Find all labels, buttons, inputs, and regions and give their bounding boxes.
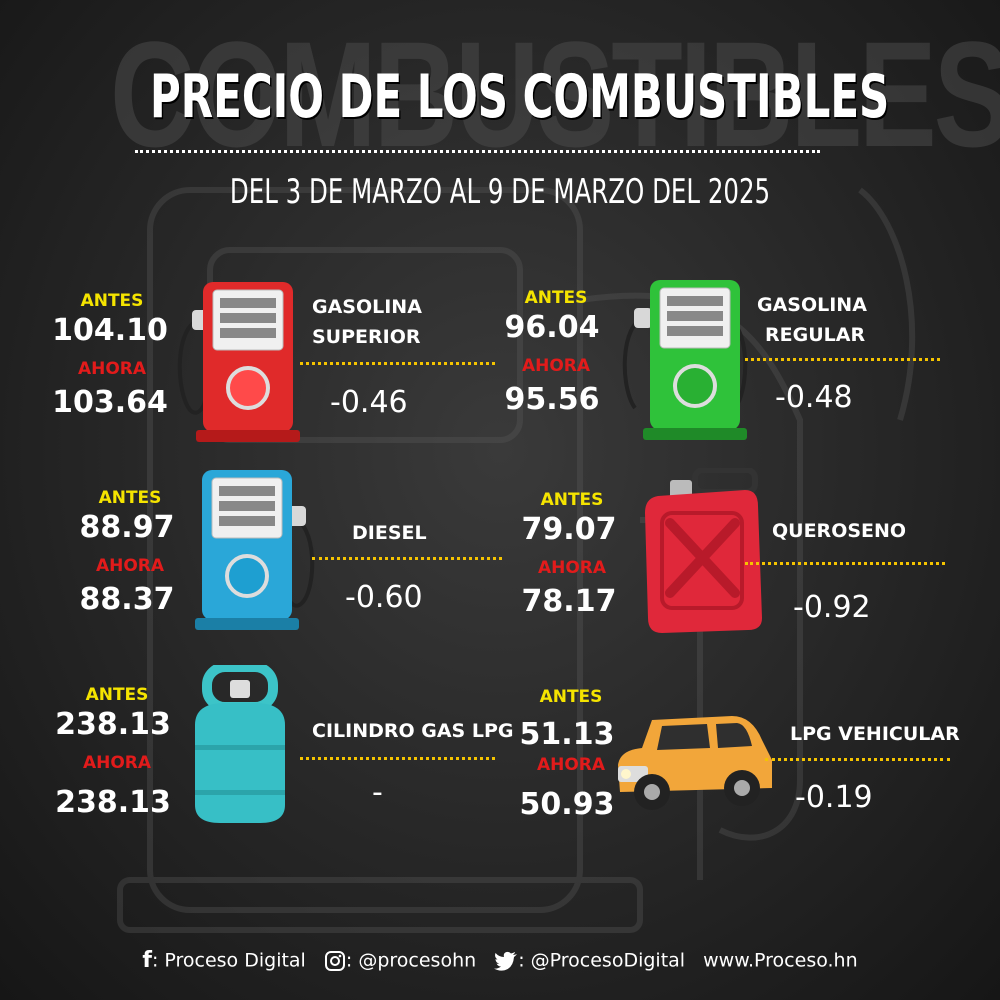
price-diff-lpg-vehicular: -0.19 (795, 780, 873, 815)
green-fuel-pump-icon (622, 280, 748, 440)
gas-cylinder-icon (195, 665, 285, 823)
price-diff-diesel: -0.60 (345, 580, 423, 615)
dotted-divider (765, 758, 950, 761)
social-footer: f: Proceso Digital : @procesohn : @Proce… (0, 948, 1000, 973)
dotted-divider (300, 757, 495, 760)
facebook-handle[interactable]: : Proceso Digital (151, 949, 306, 972)
date-range-subtitle: DEL 3 DE MARZO AL 9 DE MARZO DEL 2025 (229, 172, 771, 212)
fuel-name-superior: GASOLINA SUPERIOR (312, 296, 422, 348)
dotted-divider (745, 562, 945, 565)
red-jerrycan-icon (645, 468, 762, 633)
dotted-divider (312, 557, 502, 560)
fuel-name-queroseno: QUEROSENO (772, 520, 907, 542)
ahora-label: AHORA (95, 556, 165, 576)
price-antes-cilindro: 238.13 (55, 707, 171, 742)
twitter-icon (494, 951, 518, 971)
price-ahora-regular: 95.56 (504, 382, 600, 417)
price-antes-regular: 96.04 (504, 310, 600, 345)
price-diff-superior: -0.46 (330, 385, 408, 420)
price-diff-queroseno: -0.92 (793, 590, 871, 625)
dotted-divider (745, 358, 940, 361)
price-diff-regular: -0.48 (775, 380, 853, 415)
car-icon (618, 716, 772, 810)
price-ahora-cilindro: 238.13 (55, 785, 171, 820)
blue-fuel-pump-icon (195, 470, 315, 630)
ahora-label: AHORA (521, 356, 591, 376)
page-title: PRECIO DE LOS COMBUSTIBLES (150, 62, 890, 132)
red-fuel-pump-icon (177, 282, 300, 442)
antes-label: ANTES (85, 685, 149, 705)
instagram-handle[interactable]: : @procesohn (345, 949, 477, 972)
price-diff-cilindro: - (372, 775, 383, 810)
price-antes-superior: 104.10 (52, 313, 168, 348)
price-ahora-queroseno: 78.17 (521, 584, 617, 619)
price-ahora-lpg-vehicular: 50.93 (519, 787, 615, 822)
facebook-icon: f (142, 948, 152, 973)
price-ahora-diesel: 88.37 (79, 582, 175, 617)
dotted-divider (300, 362, 495, 365)
antes-label: ANTES (539, 687, 603, 707)
antes-label: ANTES (524, 288, 588, 308)
price-antes-lpg-vehicular: 51.13 (519, 717, 615, 752)
website-link[interactable]: www.Proceso.hn (703, 949, 858, 972)
ahora-label: AHORA (537, 558, 607, 578)
antes-label: ANTES (540, 490, 604, 510)
title-dotted-divider (135, 150, 820, 153)
price-antes-diesel: 88.97 (79, 510, 175, 545)
antes-label: ANTES (98, 488, 162, 508)
ahora-label: AHORA (536, 755, 606, 775)
price-antes-queroseno: 79.07 (521, 512, 617, 547)
fuel-name-diesel: DIESEL (352, 522, 427, 544)
price-ahora-superior: 103.64 (52, 385, 168, 420)
fuel-name-regular: GASOLINA REGULAR (757, 294, 867, 346)
instagram-icon (324, 950, 345, 971)
antes-label: ANTES (80, 291, 144, 311)
fuel-name-lpg-vehicular: LPG VEHICULAR (790, 723, 960, 745)
twitter-handle[interactable]: : @ProcesoDigital (518, 949, 686, 972)
ahora-label: AHORA (77, 359, 147, 379)
ahora-label: AHORA (82, 753, 152, 773)
fuel-name-cilindro: CILINDRO GAS LPG (312, 720, 514, 742)
